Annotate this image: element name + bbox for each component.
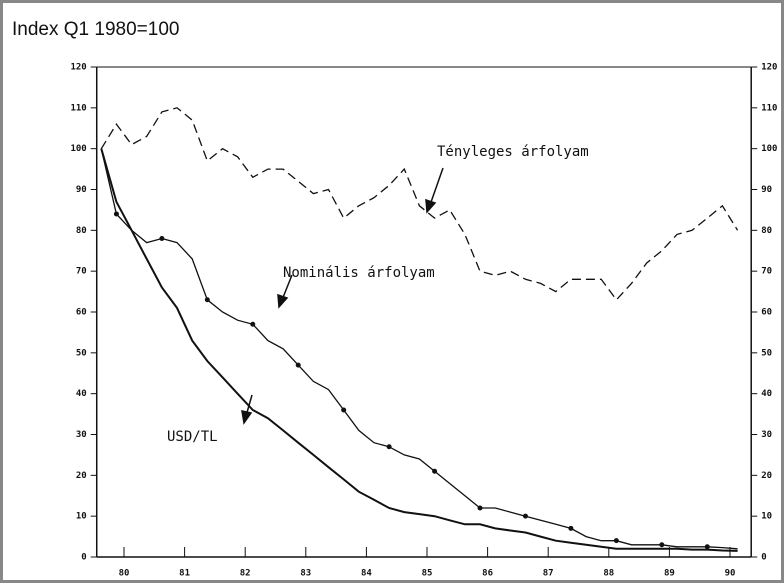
x-tick-label: 84: [361, 569, 372, 579]
series-marker: [204, 297, 210, 303]
y-tick-label: 80: [76, 226, 87, 236]
x-tick-label: 82: [240, 569, 251, 579]
y2-tick-label: 100: [761, 144, 777, 154]
y-tick-label: 20: [76, 471, 87, 481]
x-tick-label: 90: [725, 569, 736, 579]
series-line: [100, 148, 738, 552]
x-tick-label: 86: [482, 569, 493, 579]
arrows: [241, 167, 444, 425]
series-marker: [341, 407, 347, 413]
series-marker: [386, 444, 392, 450]
series-marker: [613, 538, 619, 544]
x-tick-label: 83: [300, 569, 311, 579]
series-marker: [113, 211, 119, 217]
legend-label: USD/TL: [167, 429, 218, 445]
y2-tick-label: 30: [761, 430, 772, 440]
x-tick-label: 87: [543, 569, 554, 579]
y2-tick-label: 90: [761, 185, 772, 195]
y2-tick-label: 110: [761, 103, 777, 113]
legend-label: Nominális árfolyam: [283, 265, 435, 281]
y-tick-label: 50: [76, 348, 87, 358]
legend-label: Tényleges árfolyam: [437, 144, 589, 160]
y2-tick-label: 60: [761, 308, 772, 318]
series-marker: [250, 321, 256, 327]
series-marker: [432, 468, 438, 474]
y-tick-label: 10: [76, 512, 87, 522]
series-line: [100, 107, 739, 301]
y-tick-label: 90: [76, 185, 87, 195]
y-tick-label: 30: [76, 430, 87, 440]
series-marker: [159, 236, 165, 241]
x-tick-label: 88: [603, 569, 614, 579]
series-marker: [704, 544, 710, 550]
x-tick-label: 81: [179, 569, 190, 579]
x-tick-label: 85: [422, 569, 433, 579]
y2-tick-label: 0: [761, 553, 766, 563]
series-marker: [659, 542, 665, 548]
y2-tick-label: 80: [761, 226, 772, 236]
y-tick-label: 0: [81, 553, 86, 563]
chart-title: Index Q1 1980=100: [12, 19, 179, 40]
y-tick-label: 110: [70, 103, 86, 113]
y2-tick-label: 10: [761, 512, 772, 522]
y-tick-label: 100: [70, 144, 86, 154]
y2-tick-label: 120: [761, 63, 777, 73]
y2-tick-label: 70: [761, 267, 772, 277]
y2-tick-label: 20: [761, 471, 772, 481]
y-tick-label: 40: [76, 389, 87, 399]
y2-tick-label: 50: [761, 348, 772, 358]
series-marker: [522, 513, 528, 519]
series-marker: [568, 525, 574, 531]
y-tick-label: 120: [70, 63, 86, 73]
series-marker: [477, 505, 483, 511]
x-tick-label: 89: [664, 569, 675, 579]
y2-tick-label: 40: [761, 389, 772, 399]
series-marker: [295, 362, 301, 368]
y-tick-label: 60: [76, 308, 87, 318]
x-tick-label: 80: [119, 569, 130, 579]
y-tick-label: 70: [76, 267, 87, 277]
